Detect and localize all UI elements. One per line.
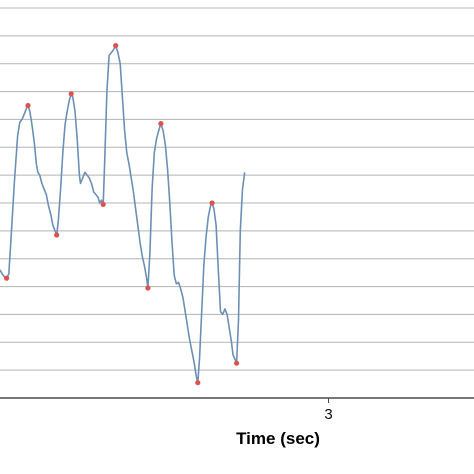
marker-layer	[4, 43, 240, 386]
peak-trough-marker	[209, 200, 215, 206]
x-tick-layer: 3	[324, 398, 333, 423]
peak-trough-marker	[100, 201, 106, 207]
gridlines	[0, 7, 474, 371]
peak-trough-marker	[158, 121, 164, 127]
peak-trough-marker	[113, 43, 119, 49]
peak-trough-marker	[234, 360, 240, 366]
peak-trough-marker	[195, 380, 201, 386]
peak-trough-marker	[25, 102, 31, 109]
x-axis-title: Time (sec)	[236, 429, 320, 448]
peak-trough-marker	[54, 232, 60, 238]
x-tick-label: 3	[324, 406, 332, 423]
series-line	[0, 44, 246, 384]
peak-trough-marker	[4, 275, 10, 281]
peak-trough-marker	[145, 285, 151, 291]
series-layer	[0, 44, 246, 384]
peak-trough-marker	[68, 91, 74, 97]
